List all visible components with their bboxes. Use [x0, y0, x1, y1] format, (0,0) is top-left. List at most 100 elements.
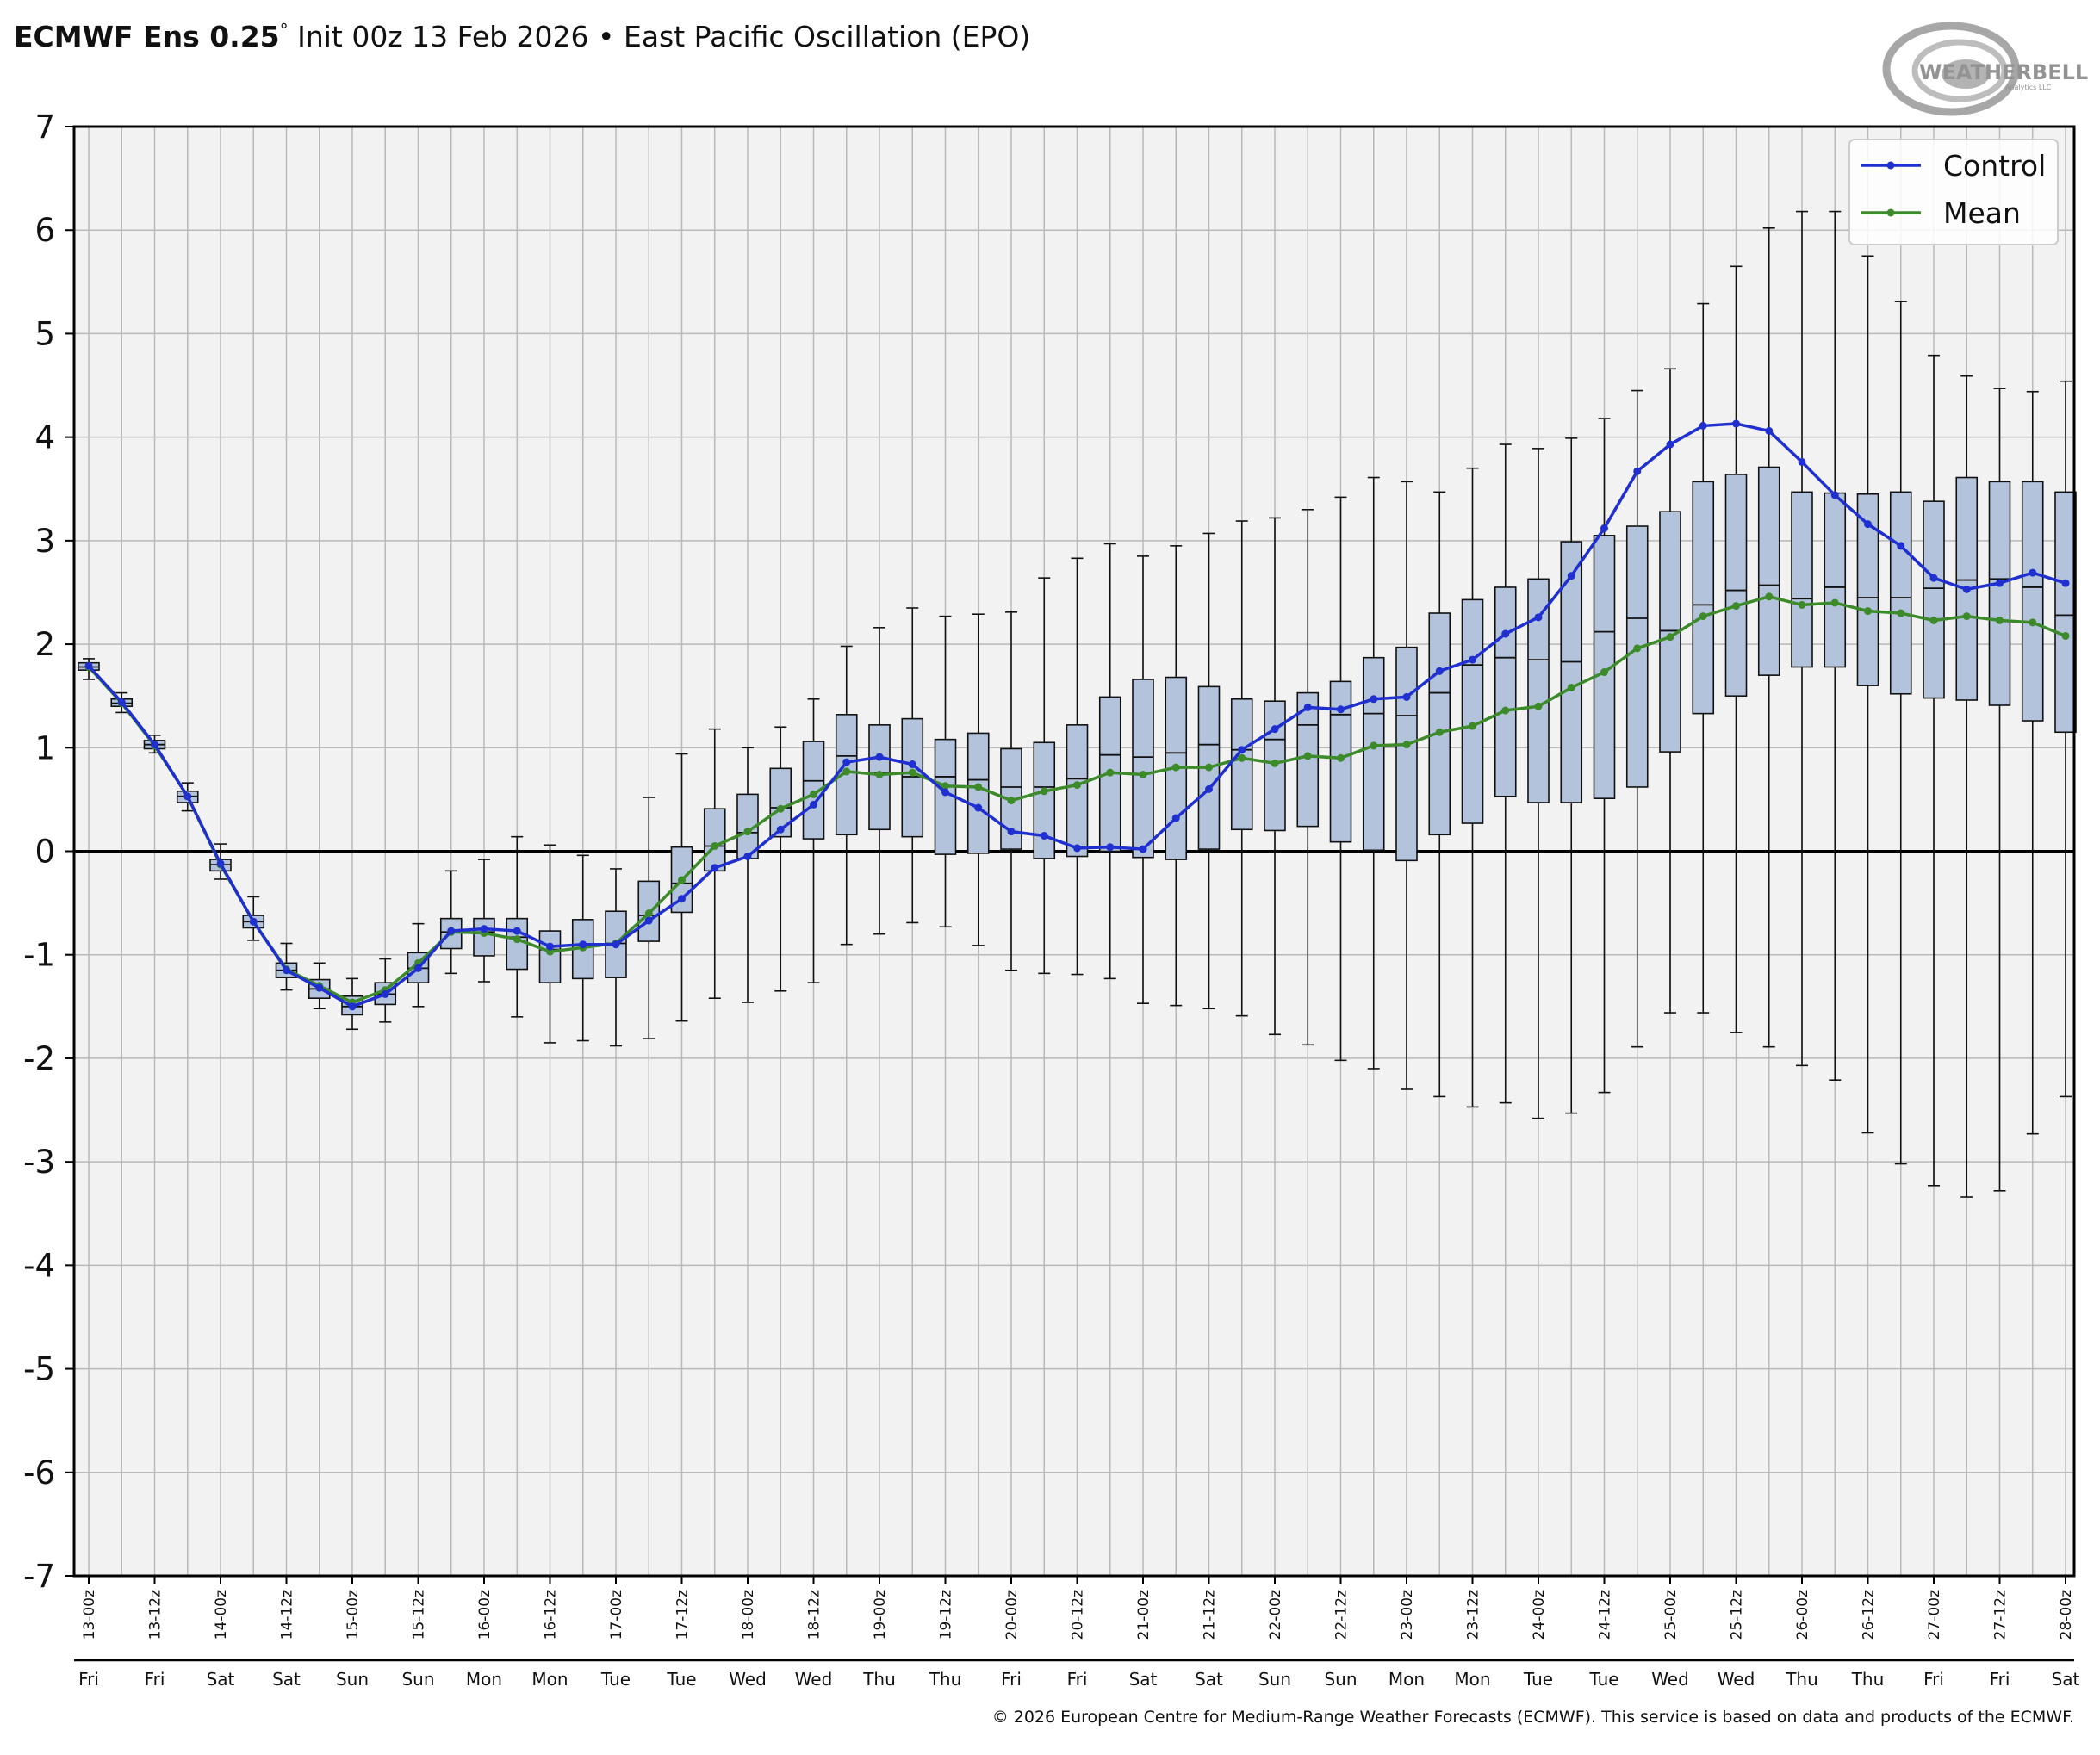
- control-point: [2029, 568, 2037, 577]
- y-tick-label: -3: [23, 1144, 55, 1181]
- box-iqr: [1791, 491, 1813, 668]
- mean-point: [875, 771, 884, 779]
- chart-title-rest: Init 00z 13 Feb 2026 • East Pacific Osci…: [289, 20, 1031, 53]
- x-tick-label: 15-00z: [345, 1590, 362, 1640]
- x-day-label: Mon: [1389, 1669, 1425, 1690]
- chart-title: ECMWF Ens 0.25° Init 00z 13 Feb 2026 • E…: [14, 20, 1030, 53]
- x-tick-label: 18-00z: [740, 1590, 757, 1640]
- y-tick-label: 5: [34, 315, 55, 352]
- control-point: [249, 917, 258, 926]
- y-tick-label: 6: [34, 212, 55, 249]
- y-tick-label: -2: [23, 1040, 55, 1077]
- box-iqr: [506, 917, 529, 971]
- x-day-label: Sun: [1324, 1669, 1357, 1690]
- control-point: [711, 864, 719, 872]
- mean-point: [1666, 633, 1674, 642]
- x-tick-label: 13-12z: [147, 1590, 165, 1640]
- box-iqr: [1560, 541, 1583, 803]
- mean-point: [1007, 797, 1016, 805]
- x-tick-label: 20-00z: [1003, 1590, 1021, 1640]
- mean-point: [1962, 612, 1971, 621]
- control-point: [1007, 828, 1016, 836]
- x-tick-label: 25-00z: [1662, 1590, 1680, 1640]
- control-point: [1238, 746, 1246, 754]
- box-iqr: [538, 930, 562, 983]
- x-tick-label: 13-00z: [81, 1590, 98, 1640]
- x-day-label: Mon: [466, 1669, 502, 1690]
- mean-point: [1106, 768, 1115, 777]
- x-day-label: Tue: [600, 1669, 631, 1690]
- mean-point: [1171, 763, 1180, 772]
- weatherbell-logo: WEATHERBELL Analytics LLC: [1882, 22, 2088, 116]
- y-tick-label: 1: [34, 729, 55, 766]
- mean-point: [908, 768, 916, 777]
- mean-point: [810, 790, 817, 798]
- control-point: [1469, 655, 1476, 664]
- box-iqr: [1494, 586, 1517, 797]
- box-iqr: [703, 808, 726, 872]
- x-day-label: Fri: [1990, 1669, 2010, 1690]
- x-tick-label: 16-12z: [543, 1590, 560, 1640]
- control-point: [1534, 613, 1543, 622]
- control-series-points: [84, 419, 2070, 1011]
- control-point: [1600, 524, 1608, 532]
- x-tick-label: 26-00z: [1794, 1590, 1811, 1640]
- mean-point: [1765, 592, 1774, 601]
- x-tick-label: 17-12z: [674, 1590, 692, 1640]
- chart-title-bold: ECMWF Ens 0.25: [14, 20, 280, 53]
- mean-point: [743, 828, 752, 836]
- x-tick-label: 27-12z: [1992, 1590, 2010, 1640]
- control-point: [1501, 629, 1510, 638]
- control-point: [1864, 520, 1872, 529]
- control-point: [941, 788, 949, 797]
- mean-point: [1732, 602, 1740, 611]
- x-day-label: Sat: [207, 1669, 235, 1690]
- mean-point: [1830, 598, 1839, 607]
- control-point: [1897, 542, 1905, 550]
- control-point: [644, 916, 653, 925]
- legend: Control Mean: [1848, 139, 2059, 245]
- mean-point: [1567, 684, 1575, 692]
- control-point: [1205, 784, 1213, 793]
- x-day-label: Mon: [531, 1669, 568, 1690]
- control-point: [1370, 695, 1378, 704]
- box-iqr: [2021, 481, 2044, 722]
- mean-point: [1073, 781, 1081, 790]
- x-tick-label: 26-12z: [1861, 1590, 1878, 1640]
- mean-point: [776, 804, 785, 813]
- control-point: [513, 927, 521, 935]
- x-day-label: Sat: [272, 1669, 301, 1690]
- box-iqr: [1923, 500, 1945, 699]
- box-iqr: [1428, 612, 1451, 836]
- control-point: [216, 859, 225, 868]
- control-point: [117, 698, 126, 706]
- control-point: [875, 753, 884, 761]
- control-point: [2061, 579, 2070, 587]
- mean-point: [2061, 631, 2070, 640]
- box-iqr: [1395, 646, 1418, 862]
- y-axis-ticks: 7 6 5 4 3 2 1 0 -1 -2 -3 -4 -5 -6 -7: [23, 109, 74, 1595]
- box-iqr: [1033, 741, 1056, 859]
- mean-point: [513, 935, 521, 944]
- box-iqr: [1757, 466, 1780, 676]
- logo-swirl-inner: [1942, 59, 1990, 89]
- control-point: [974, 803, 983, 812]
- x-day-label: Sat: [1195, 1669, 1223, 1690]
- control-point: [842, 758, 851, 766]
- box-iqr: [1362, 656, 1385, 852]
- x-tick-label: 14-12z: [279, 1590, 296, 1640]
- legend-control-marker: [1886, 161, 1895, 170]
- mean-point: [644, 909, 653, 918]
- mean-point: [711, 841, 719, 850]
- x-tick-label: 23-00z: [1399, 1590, 1416, 1640]
- control-point: [315, 983, 324, 992]
- x-day-label: Fri: [78, 1669, 99, 1690]
- box-iqr: [1527, 578, 1550, 803]
- x-tick-label: 25-12z: [1729, 1590, 1746, 1640]
- mean-point: [1238, 753, 1246, 762]
- x-day-label: Thu: [929, 1669, 962, 1690]
- control-point: [1040, 831, 1048, 840]
- x-day-label: Sun: [401, 1669, 434, 1690]
- mean-point: [1864, 607, 1872, 616]
